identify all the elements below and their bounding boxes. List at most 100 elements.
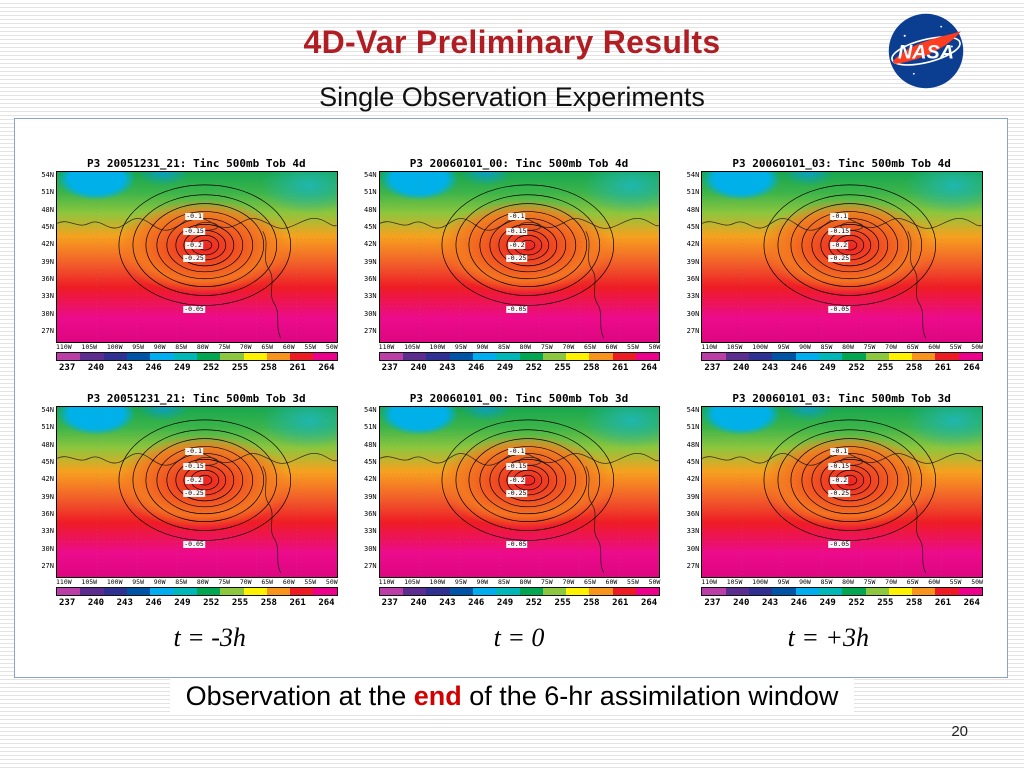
grid-lines [702,172,982,342]
colorbar-segment [935,353,959,360]
lon-label: 105W [404,578,420,586]
lon-label: 50W [325,578,338,586]
lat-label: 54N [41,406,54,414]
lat-label: 30N [686,544,700,553]
colorbar-value: 243 [761,598,779,608]
colorbar-value: 237 [59,363,76,373]
lon-label: 80W [842,578,854,586]
colorbar-values: 237 240 243 246 249 252 255 258 261 264 [701,596,983,609]
colorbar-value: 246 [468,363,485,373]
page-title: 4D-Var Preliminary Results [303,24,721,60]
colorbar [56,587,338,596]
caption-text-pre: Observation at the [185,681,414,711]
contour-labels: -0.1 -0.15 -0.2 -0.25 -0.05 [380,172,660,342]
panel-title: P3 20060101_03: Tinc 500mb Tob 4d [732,157,951,170]
colorbar-value: 240 [733,598,750,608]
lat-label: 30N [41,544,54,553]
lat-label: 27N [686,326,700,335]
colorbar-segment [612,353,637,360]
colorbar-value: 261 [612,363,629,373]
contour-label: -0.05 [505,305,528,314]
map-plot: -0.1 -0.15 -0.2 -0.25 -0.05 [701,406,983,578]
contour-label: -0.25 [183,489,205,498]
lat-label: 42N [364,475,377,484]
colorbar-segment [935,588,959,595]
colorbar-segment [426,353,450,360]
lon-label: 60W [928,343,940,351]
lon-label: 75W [540,578,553,586]
colorbar [378,587,661,596]
lat-axis: 54N 51N 48N 45N 42N 39N 36N 33N 30N 27N [680,171,701,343]
lon-label: 65W [906,343,919,351]
lat-axis: 54N 51N 48N 45N 42N 39N 36N 33N 30N 27N [680,406,701,578]
lat-label: 39N [364,492,377,501]
lon-label: 90W [799,578,811,586]
lon-label: 75W [218,343,231,351]
lat-label: 33N [364,292,377,301]
contour-labels: -0.1 -0.15 -0.2 -0.25 -0.05 [702,407,982,577]
lat-label: 45N [686,222,700,231]
colorbar-value: 237 [381,363,398,373]
caption-highlight: end [413,681,462,711]
map-panel: P3 20060101_00: Tinc 500mb Tob 3d 54N 51N… [358,392,661,609]
contour-label: -0.05 [183,305,205,314]
lon-axis: 110W 105W 100W 95W 90W 85W 80W 75W 70W 65W 60W 55W 5… [701,343,983,352]
colorbar-segment [842,353,866,360]
lat-label: 51N [364,423,377,432]
colorbar-value: 258 [906,363,923,373]
colorbar-segment [636,353,660,360]
lon-label: 105W [81,578,98,586]
lat-label: 30N [41,309,54,318]
lon-label: 50W [648,343,661,351]
lon-label: 65W [584,578,596,586]
contour-labels: -0.1 -0.15 -0.2 -0.25 -0.05 [380,407,660,577]
map-grid: P3 20051231_21: Tinc 500mb Tob 4d 54N 51N… [15,119,1007,609]
colorbar-segment [196,353,221,360]
lat-label: 51N [364,188,377,197]
lat-label: 54N [364,406,377,414]
lat-label: 54N [364,171,377,179]
contour-label: -0.2 [830,475,849,484]
colorbar-segment [379,353,403,360]
contour-label: -0.25 [505,254,528,263]
contour-label: -0.05 [828,305,851,314]
colorbar-value: 255 [231,598,249,608]
colorbar-segment [748,353,773,360]
colorbar-segment [57,588,81,595]
page-number: 20 [951,723,968,740]
star-dot [940,25,943,28]
lon-label: 75W [863,343,876,351]
contour-label: -0.05 [828,540,851,549]
time-label: t = 0 [493,623,545,652]
colorbar-segment [472,588,497,595]
colorbar-value: 264 [963,598,980,608]
contour-label: -0.15 [828,462,851,471]
lat-label: 42N [686,240,700,249]
lon-label: 85W [175,578,188,586]
lon-label: 55W [949,578,962,586]
lat-label: 51N [686,423,700,432]
lat-label: 33N [364,527,377,536]
colorbar-segment [150,588,174,595]
contour-label: -0.1 [185,446,203,455]
colorbar-segment [865,353,889,360]
colorbar-value: 240 [733,363,750,373]
lat-label: 27N [364,561,377,570]
lat-label: 45N [41,457,54,466]
lon-label: 70W [239,343,252,351]
colorbar-values: 237 240 243 246 249 252 255 258 261 264 [56,361,338,374]
contour-rings [441,184,614,306]
lat-label: 42N [686,475,700,484]
colorbar-segment [842,588,866,595]
lat-label: 45N [364,222,377,231]
colorbar-value: 249 [174,598,191,608]
colorbar-value: 264 [318,598,335,608]
lon-label: 100W [752,578,768,586]
lat-label: 48N [41,205,54,214]
lon-label: 75W [218,578,231,586]
contour-label: -0.15 [828,227,851,236]
lon-label: 100W [106,578,123,586]
lon-label: 60W [605,343,618,351]
map-plot: -0.1 -0.15 -0.2 -0.25 -0.05 [378,171,661,343]
nasa-logo-text: NASA [898,42,954,64]
